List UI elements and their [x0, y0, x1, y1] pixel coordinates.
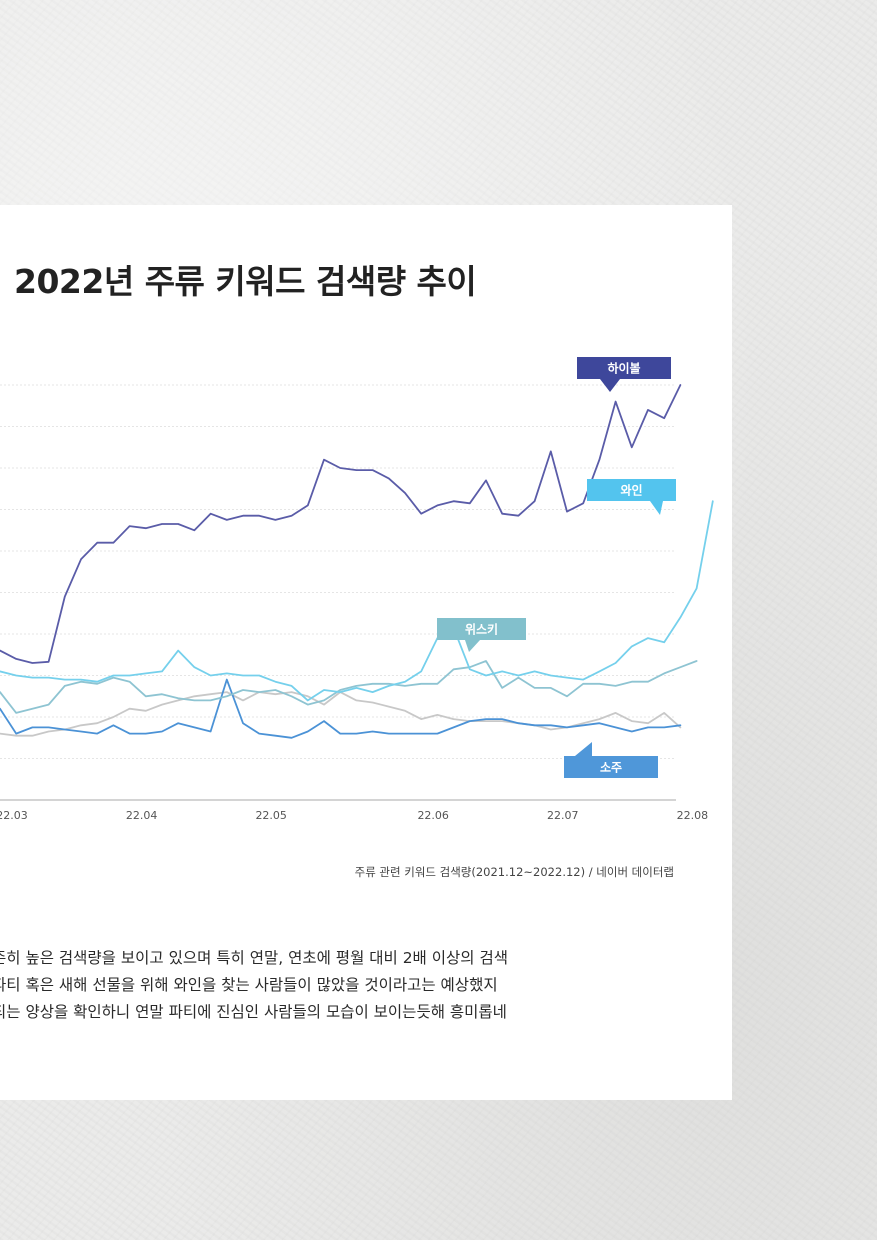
paragraph-line: 파티 혹은 새해 선물을 위해 와인을 찾는 사람들이 많았을 것이라고는 예상… [0, 976, 498, 994]
series-line-소주 [0, 678, 682, 739]
x-tick-label: 22.07 [547, 809, 579, 822]
line-chart: 22.0322.0422.0522.0622.0722.0822.0922.10… [0, 357, 714, 822]
paragraph-line: 되는 양상을 확인하니 연말 파티에 진심인 사람들의 모습이 보이는듯해 흥미… [0, 1003, 507, 1021]
chart-series [0, 384, 714, 739]
legend-label-text: 하이볼 [607, 361, 640, 376]
legend-label-box [564, 756, 658, 778]
paragraph-line: 존히 높은 검색량을 보이고 있으며 특히 연말, 연초에 평월 대비 2배 이… [0, 949, 508, 967]
x-tick-label: 22.06 [417, 809, 449, 822]
legend-label-box [437, 618, 526, 640]
legend-label-box [587, 479, 676, 501]
legend-label-text: 와인 [620, 483, 642, 498]
x-tick-label: 22.08 [677, 809, 709, 822]
chart-card: 2022년 주류 키워드 검색량 추이 22.03 22.04 22.05 22.06… [0, 205, 732, 1100]
series-line-other [0, 691, 682, 737]
series-line-위스키 [0, 660, 698, 714]
x-tick-label: 22.04 [126, 809, 158, 822]
legend-label-pointer [465, 640, 480, 652]
legend-label-pointer [600, 379, 620, 392]
chart-gridlines [0, 384, 676, 759]
legend-label-box [577, 357, 671, 379]
chart-title: 2022년 주류 키워드 검색량 추이 [14, 262, 477, 301]
x-tick-label: 22.03 [0, 809, 28, 822]
legend-label-pointer [575, 742, 592, 756]
x-tick-label: 22.05 [255, 809, 287, 822]
chart-source-note: 주류 관련 키워드 검색량(2021.12~2022.12) / 네이버 데이터… [354, 865, 674, 879]
article-paragraph: 존히 높은 검색량을 보이고 있으며 특히 연말, 연초에 평월 대비 2배 이… [0, 945, 732, 1026]
legend-label-pointer [650, 501, 663, 515]
legend-label-text: 위스키 [465, 622, 498, 637]
series-line-와인 [0, 500, 714, 702]
series-line-하이볼 [0, 384, 682, 664]
chart-x-axis: 22.0322.0422.0522.0622.0722.0822.0922.10… [0, 799, 709, 822]
legend-label-text: 소주 [600, 761, 622, 775]
